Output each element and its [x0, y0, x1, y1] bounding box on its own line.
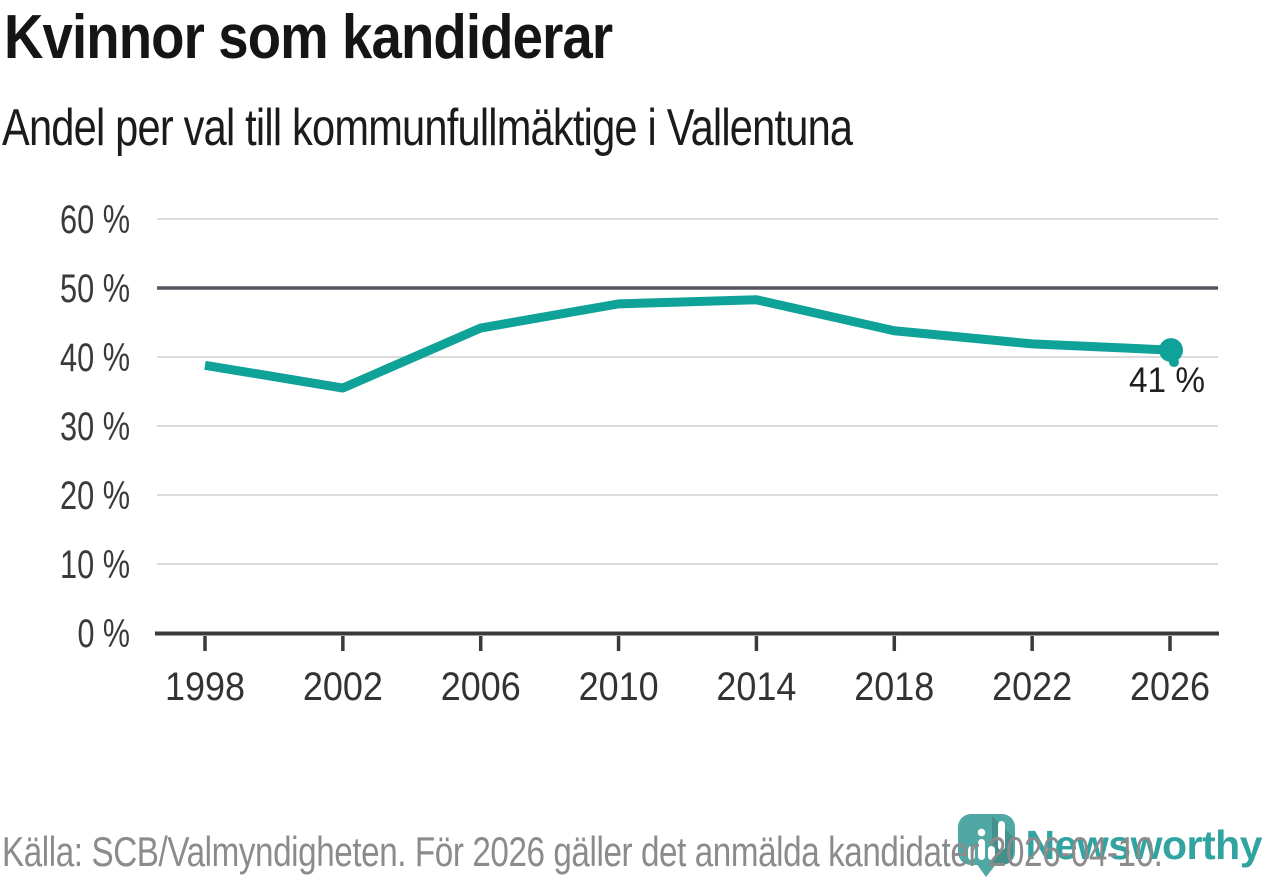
- end-point-marker-tail: [1168, 357, 1179, 368]
- chart-title: Kvinnor som kandiderar: [4, 3, 613, 72]
- x-tick-label: 2026: [1130, 665, 1210, 709]
- end-point-label: 41 %: [1129, 361, 1205, 400]
- x-tick-label: 2018: [854, 665, 934, 709]
- chart-subtitle: Andel per val till kommunfullmäktige i V…: [2, 99, 853, 157]
- newsworthy-logo-icon: [957, 814, 1015, 877]
- x-tick-label: 2006: [441, 665, 521, 709]
- y-tick-label: 60 %: [60, 198, 130, 242]
- y-tick-label: 10 %: [60, 543, 130, 587]
- x-tick-label: 1998: [165, 665, 245, 709]
- y-tick-label: 0 %: [78, 612, 131, 656]
- y-tick-label: 20 %: [60, 474, 130, 518]
- y-tick-label: 50 %: [60, 267, 130, 311]
- y-tick-label: 30 %: [60, 405, 130, 449]
- x-tick-label: 2010: [579, 665, 659, 709]
- x-tick-label: 2022: [992, 665, 1072, 709]
- newsworthy-logo-text: Newsworthy: [1025, 821, 1262, 868]
- source-note: Källa: SCB/Valmyndigheten. För 2026 gäll…: [2, 828, 1163, 875]
- data-line: [204, 295, 1171, 393]
- newsworthy-logo: Newsworthy: [955, 813, 1262, 877]
- x-tick-label: 2014: [716, 665, 796, 709]
- y-tick-label: 40 %: [60, 336, 130, 380]
- x-tick-label: 2002: [303, 665, 383, 709]
- line-chart-plot: 0 % 10 % 20 % 30 % 40 % 50 % 60 % 1998 2002 2006 2…: [60, 198, 1219, 709]
- end-point-marker: [1158, 338, 1183, 363]
